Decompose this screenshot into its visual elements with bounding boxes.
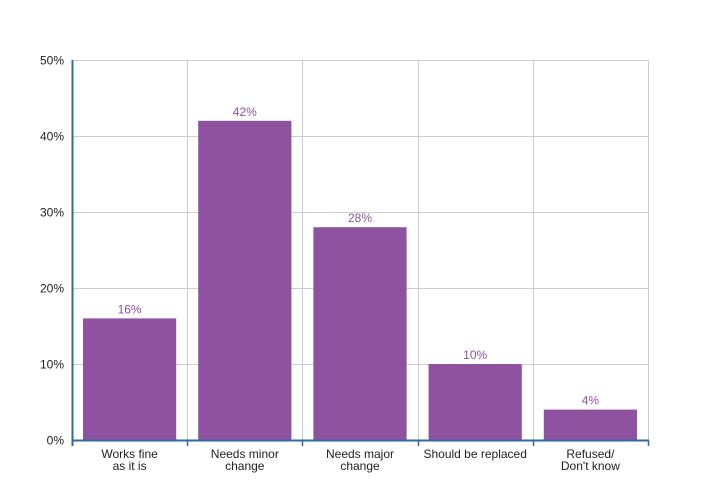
category-label-line: Works fine [101,447,158,461]
axes [71,60,650,446]
data-label: 16% [118,302,142,316]
y-tick-label: 20% [40,282,64,296]
bar [313,227,407,440]
bar [543,409,637,440]
category-label-line: Don't know [561,459,620,473]
bar [198,120,292,441]
category-label-line: as it is [113,459,147,473]
labels: 0% 10% 20% 30% 40% 50% 16% Works fine as it is 42… [40,54,620,474]
category-label: Refused/Don't know [561,447,620,473]
data-label: 28% [348,211,372,225]
category-label-line: Needs major [326,447,394,461]
y-tick-label: 50% [40,54,64,68]
category-label-line: Refused/ [566,447,615,461]
data-label: 4% [582,394,600,408]
category-label-line: Needs minor [211,447,279,461]
data-label: 42% [233,105,257,119]
category-label: Needs minor change [211,447,279,473]
y-tick-label: 10% [40,358,64,372]
category-label-line: change [340,459,380,473]
y-tick-label: 40% [40,130,64,144]
category-label-line: Should be replaced [423,447,526,461]
y-tick-label: 0% [47,434,65,448]
category-label: Needs major change [326,447,394,473]
grid [72,60,649,440]
category-label-line: change [225,459,265,473]
data-label: 10% [463,348,487,362]
bars [83,120,637,441]
category-label: Should be replaced [423,447,526,461]
bar [83,318,177,440]
y-tick-label: 30% [40,206,64,220]
bar [428,364,522,440]
category-label: Works fine as it is [101,447,158,473]
